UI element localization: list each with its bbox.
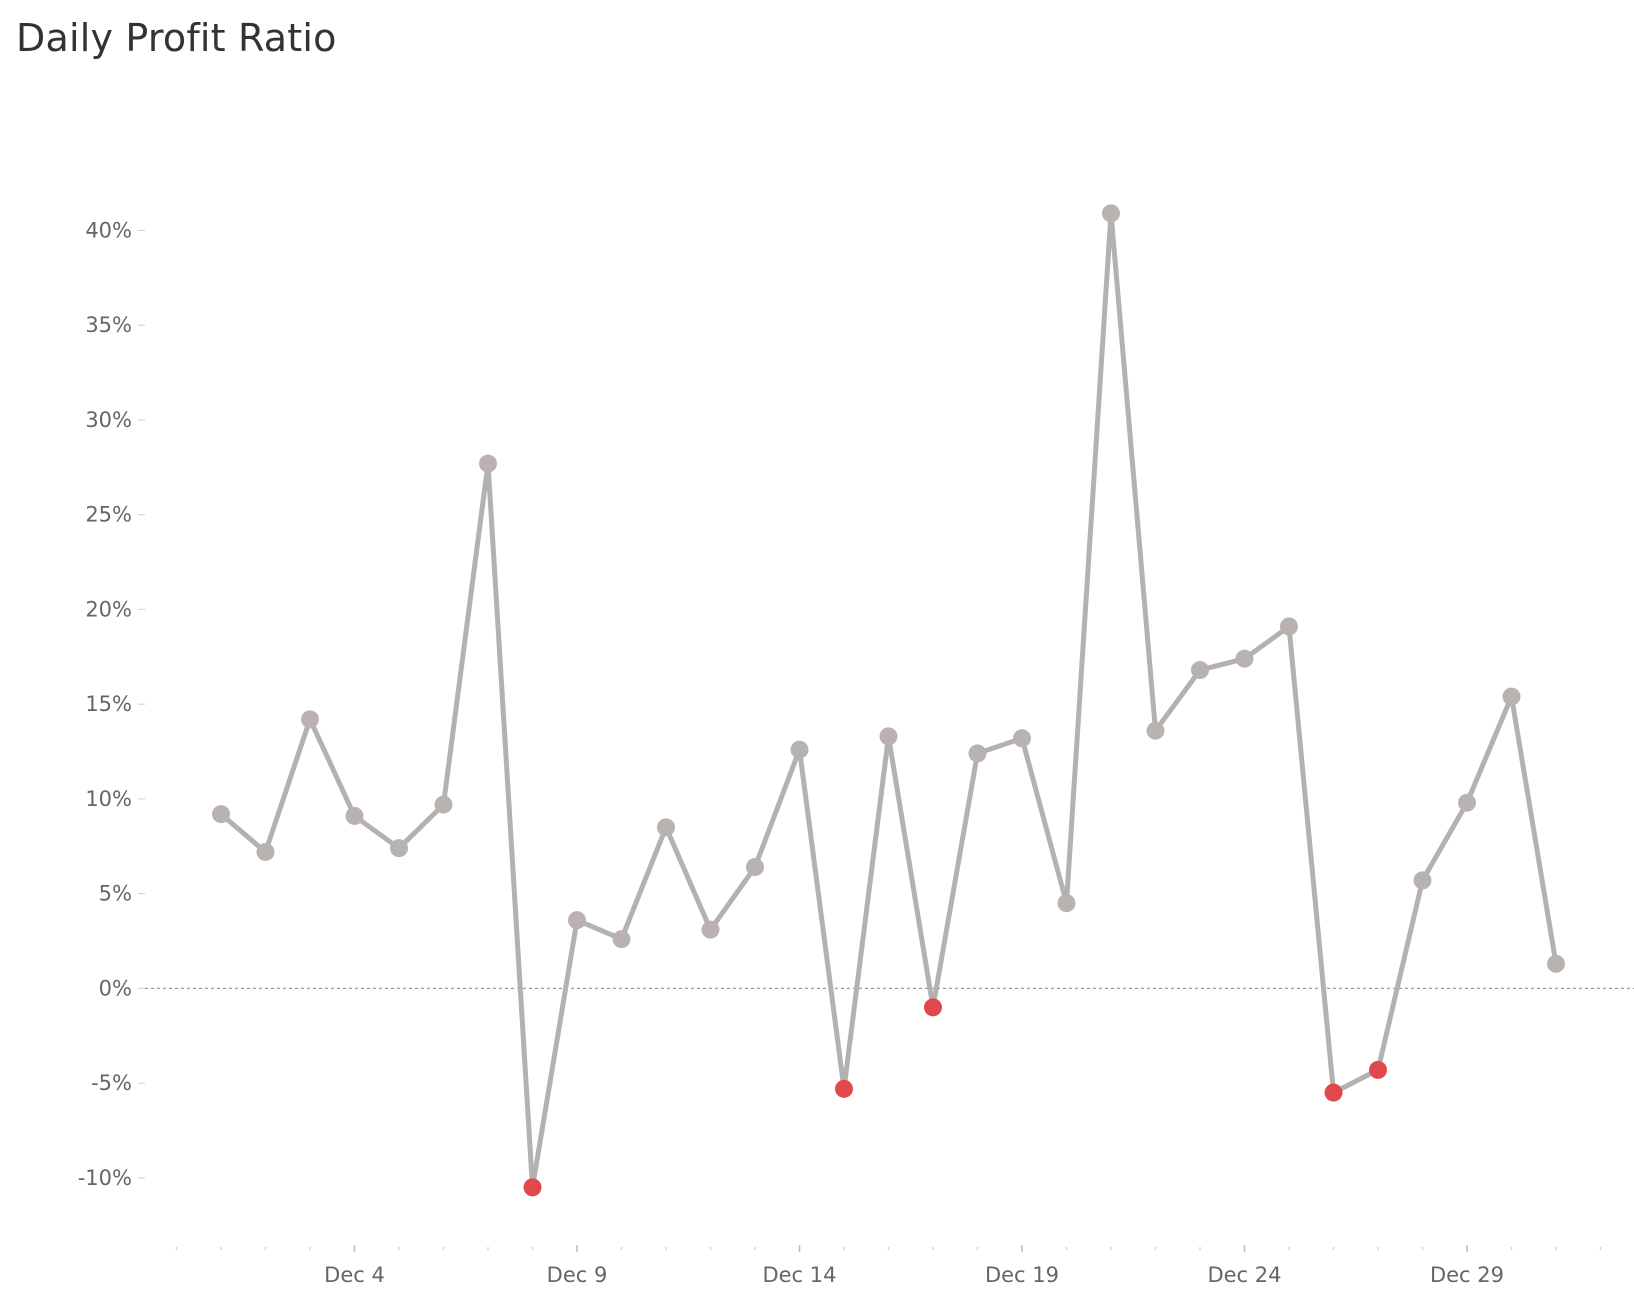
y-tick-label: 35% [85,313,132,337]
data-point [568,911,586,930]
data-point [612,930,631,949]
data-point [746,858,764,877]
data-point [434,795,453,814]
chart-title: Daily Profit Ratio [16,16,337,60]
data-point [345,806,364,825]
x-tick-label: Dec 29 [1430,1263,1504,1287]
y-tick-label: 0% [99,976,132,1000]
points-group [212,204,1565,1197]
negative-point [1324,1083,1343,1102]
data-point [701,920,720,939]
series-group [218,210,1559,1190]
series-line [218,210,1559,1190]
y-tick-label: -5% [91,1071,132,1095]
y-tick-label: 5% [99,882,132,906]
data-point [879,727,898,746]
data-point [1146,721,1165,740]
y-tick-label: 30% [85,408,132,432]
data-point [301,710,319,729]
data-point [479,454,497,473]
data-point [212,805,230,824]
y-tick-label: 20% [85,597,132,621]
data-point [1191,661,1209,680]
y-tick-label: 25% [85,503,132,527]
data-point [256,842,275,861]
y-tick-label: -10% [78,1166,132,1190]
data-point [1547,954,1565,973]
data-point [1502,687,1521,706]
data-point [390,839,408,858]
data-point [790,740,809,759]
y-axis: -10% -5% 0% 5% 10% 15% 20% 25% 30% 35% 40% [78,218,145,1190]
negative-point [924,998,942,1017]
data-point [968,744,987,763]
data-point [657,818,675,837]
data-point [1413,871,1432,890]
y-tick-label: 40% [85,218,132,242]
negative-point [523,1178,542,1197]
data-point [1280,617,1298,636]
x-axis: Dec 4 Dec 9 Dec 14 Dec 19 Dec 24 Dec 29 [175,1245,1602,1287]
x-tick-label: Dec 4 [324,1263,385,1287]
x-tick-label: Dec 24 [1207,1263,1281,1287]
x-tick-label: Dec 9 [547,1263,608,1287]
data-point [1235,649,1254,668]
negative-point [1369,1060,1387,1079]
x-tick-label: Dec 19 [985,1263,1059,1287]
data-point [1057,894,1076,913]
y-tick-label: 10% [85,787,132,811]
data-point [1102,204,1120,223]
x-tick-label: Dec 14 [762,1263,836,1287]
data-point [1458,793,1476,812]
data-point [1013,729,1031,748]
negative-point [835,1079,853,1098]
y-tick-label: 15% [85,692,132,716]
